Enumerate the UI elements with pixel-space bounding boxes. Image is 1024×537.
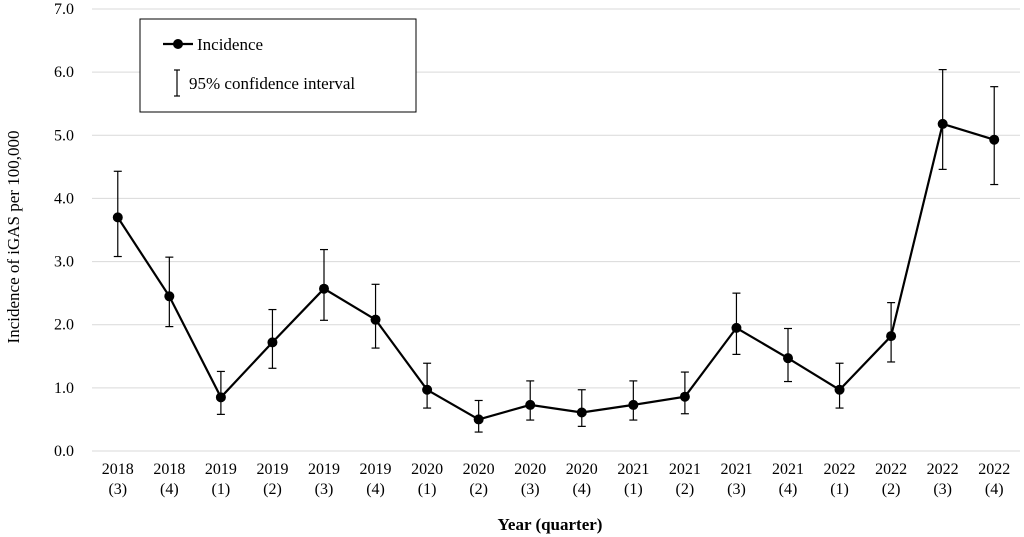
- x-tick-year: 2021: [772, 461, 804, 478]
- x-tick-quarter: (4): [985, 481, 1004, 498]
- x-tick-year: 2022: [824, 461, 856, 478]
- x-tick-quarter: (1): [212, 481, 231, 498]
- legend-box: [139, 18, 417, 113]
- x-tick-quarter: (3): [315, 481, 334, 498]
- data-point: [628, 399, 639, 410]
- x-tick-quarter: (4): [160, 481, 179, 498]
- x-tick-quarter: (1): [418, 481, 437, 498]
- confidence-intervals: [113, 69, 999, 433]
- x-tick-quarter: (3): [933, 481, 952, 498]
- x-tick-year: 2021: [669, 461, 701, 478]
- data-point: [679, 391, 690, 402]
- x-tick-year: 2019: [256, 461, 288, 478]
- x-tick-quarter: (3): [108, 481, 127, 498]
- data-point: [989, 134, 1000, 145]
- x-tick-quarter: (2): [676, 481, 695, 498]
- incidence-line: [116, 122, 995, 421]
- y-tick-label: 3.0: [54, 254, 74, 271]
- legend: Incidence 95% confidence interval: [139, 18, 417, 113]
- x-axis-ticks: 2018 (3) 2018 (4) 2019 (1) 2019 (2) 2019 (3) 2019 (…: [102, 461, 1010, 498]
- y-tick-label: 6.0: [54, 64, 74, 81]
- y-tick-label: 0.0: [54, 443, 74, 460]
- y-tick-label: 2.0: [54, 317, 74, 334]
- y-tick-label: 4.0: [54, 190, 74, 207]
- legend-label-incidence: Incidence: [197, 35, 263, 54]
- x-tick-year: 2022: [875, 461, 907, 478]
- x-tick-quarter: (2): [263, 481, 282, 498]
- data-point: [731, 322, 742, 333]
- legend-marker: [173, 39, 183, 49]
- data-points: [112, 118, 1000, 425]
- x-tick-quarter: (1): [624, 481, 643, 498]
- data-point: [834, 384, 845, 395]
- x-tick-year: 2021: [720, 461, 752, 478]
- data-point: [112, 212, 123, 223]
- y-axis-label: Incidence of iGAS per 100,000: [4, 131, 23, 344]
- x-tick-year: 2019: [205, 461, 237, 478]
- x-tick-quarter: (1): [830, 481, 849, 498]
- y-tick-label: 7.0: [54, 1, 74, 18]
- data-point: [783, 353, 793, 364]
- data-point: [937, 118, 948, 129]
- x-tick-year: 2018: [153, 461, 185, 478]
- x-tick-quarter: (3): [521, 481, 540, 498]
- data-point: [886, 331, 897, 342]
- data-point: [576, 407, 587, 418]
- x-tick-year: 2021: [617, 461, 649, 478]
- x-axis-label: Year (quarter): [498, 515, 603, 534]
- x-tick-quarter: (4): [779, 481, 798, 498]
- x-tick-year: 2020: [566, 461, 598, 478]
- y-tick-label: 5.0: [54, 127, 74, 144]
- x-tick-quarter: (4): [572, 481, 591, 498]
- x-tick-year: 2019: [308, 461, 340, 478]
- data-point: [319, 283, 329, 294]
- x-tick-year: 2022: [978, 461, 1010, 478]
- x-tick-year: 2018: [102, 461, 134, 478]
- y-tick-label: 1.0: [54, 380, 74, 397]
- x-tick-quarter: (4): [366, 481, 385, 498]
- x-tick-year: 2020: [514, 461, 546, 478]
- x-tick-year: 2020: [411, 461, 443, 478]
- data-point: [525, 399, 536, 410]
- x-tick-year: 2020: [463, 461, 495, 478]
- data-point: [215, 392, 226, 403]
- x-tick-year: 2022: [927, 461, 959, 478]
- data-point: [267, 337, 278, 348]
- data-point: [473, 414, 484, 425]
- y-axis-ticks: 0.0 1.0 2.0 3.0 4.0 5.0 6.0 7.0: [54, 1, 74, 460]
- data-point: [422, 384, 433, 395]
- x-tick-quarter: (2): [882, 481, 901, 498]
- legend-label-ci: 95% confidence interval: [189, 74, 355, 93]
- data-point: [370, 314, 381, 325]
- data-point: [164, 291, 175, 302]
- x-tick-quarter: (3): [727, 481, 746, 498]
- x-tick-year: 2019: [360, 461, 392, 478]
- x-tick-quarter: (2): [469, 481, 488, 498]
